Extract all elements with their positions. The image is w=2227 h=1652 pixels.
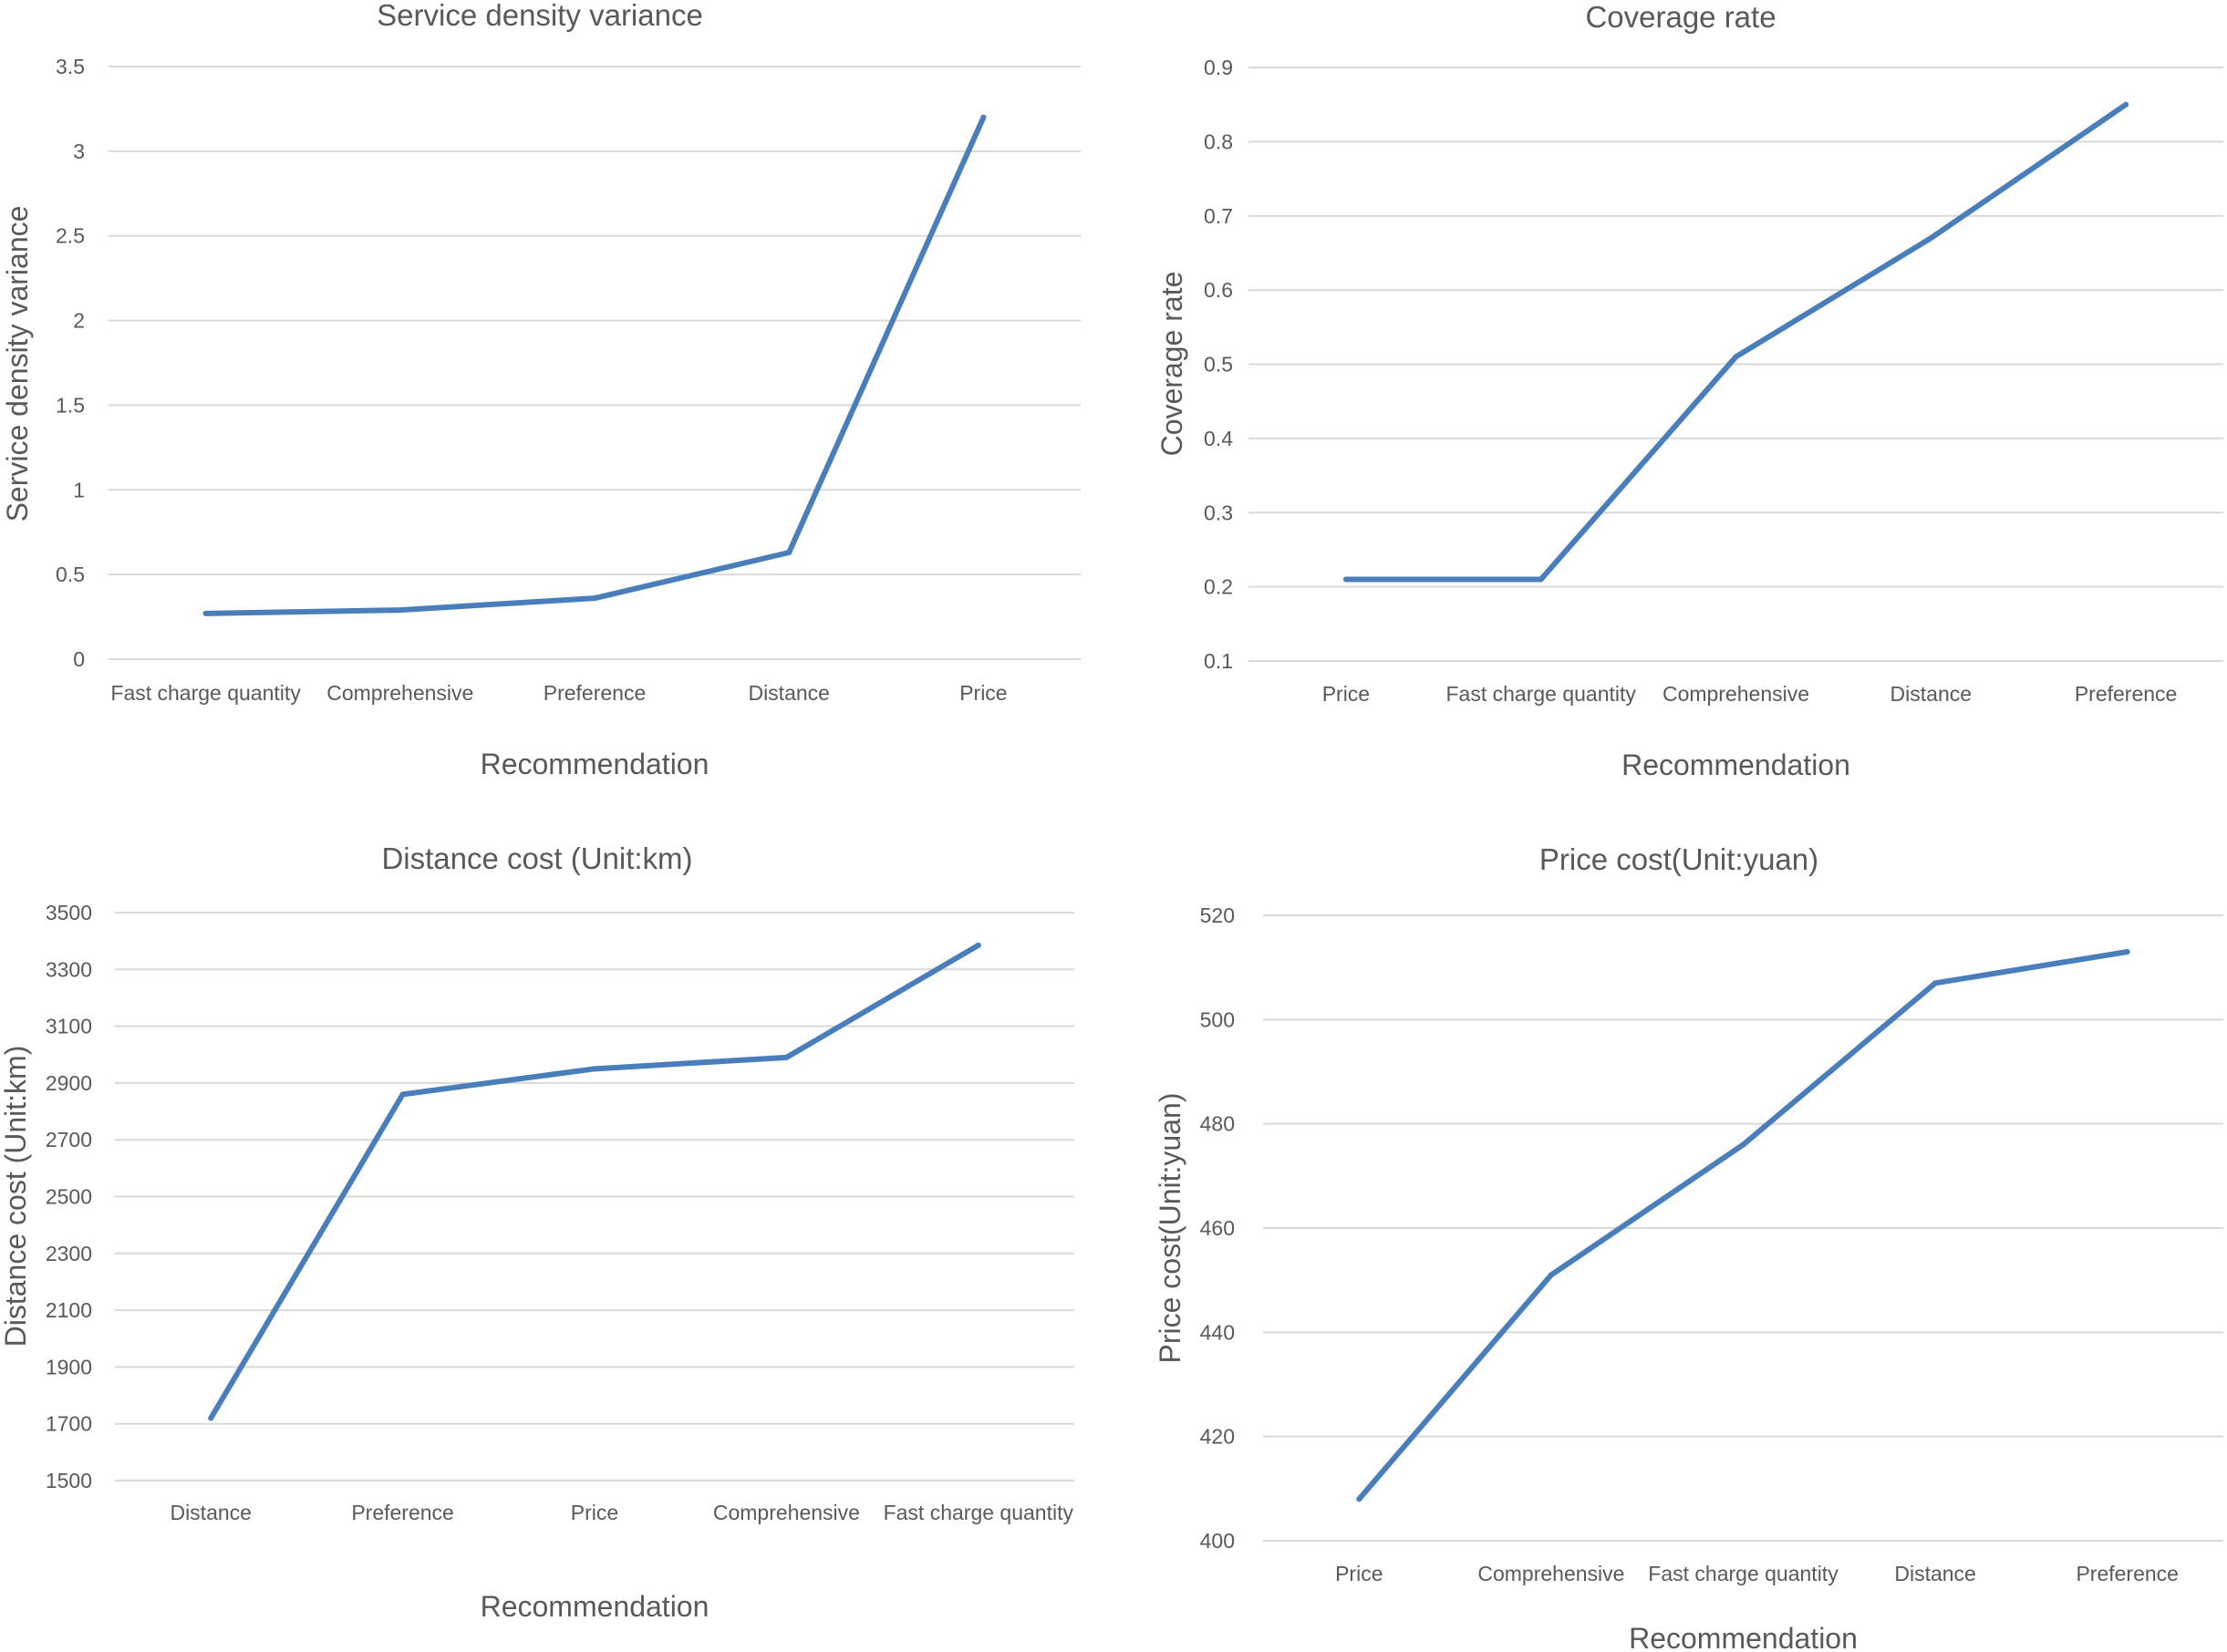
x-category-label: Price [571,1501,618,1524]
y-tick-label: 1900 [46,1355,92,1378]
y-tick-label: 1700 [46,1412,92,1436]
x-category-label: Preference [2076,1562,2179,1585]
x-category-label: Price [1335,1562,1383,1585]
x-category-label: Preference [351,1501,454,1524]
y-tick-label: 2700 [46,1128,92,1151]
data-point [1932,980,1939,986]
y-tick-label: 0.1 [1204,649,1233,673]
data-point [592,595,597,602]
y-tick-label: 3 [73,139,85,163]
x-category-label: Preference [544,681,647,705]
y-tick-label: 2500 [46,1185,92,1209]
y-tick-label: 0.4 [1204,427,1233,450]
y-tick-label: 2900 [46,1071,92,1095]
y-tick-label: 0.8 [1204,129,1233,153]
y-tick-label: 520 [1200,903,1235,927]
x-category-label: Fast charge quantity [110,681,301,705]
y-tick-label: 0.7 [1204,204,1233,228]
y-tick-label: 500 [1200,1007,1235,1031]
y-tick-label: 2.5 [56,224,85,248]
chart-title: Coverage rate [1585,0,1776,34]
data-point [1548,1272,1554,1278]
y-tick-label: 3300 [46,957,92,981]
y-axis-title: Price cost(Unit:yuan) [1154,1093,1186,1364]
y-tick-label: 2300 [46,1242,92,1265]
y-tick-label: 2 [73,309,85,333]
y-tick-label: 3100 [46,1015,92,1038]
y-axis-title: Coverage rate [1155,272,1188,457]
y-tick-label: 0.5 [56,563,85,586]
y-tick-label: 0.9 [1204,56,1233,79]
x-category-label: Fast charge quantity [1648,1562,1839,1585]
data-point [1740,1141,1746,1148]
data-point [1356,1496,1362,1502]
x-axis-title: Recommendation [1629,1622,1858,1652]
series-line [208,942,981,1421]
y-tick-label: 420 [1200,1425,1235,1449]
y-tick-label: 0 [73,647,85,671]
y-tick-label: 1500 [46,1469,92,1492]
data-point [2124,949,2130,955]
data-point [399,1091,406,1098]
y-tick-label: 400 [1200,1529,1235,1553]
x-category-label: Price [959,681,1007,705]
data-point [786,550,792,555]
data-point [202,610,209,616]
data-point [1928,235,1934,242]
y-axis-title: Service density variance [1,206,34,522]
y-tick-label: 0.2 [1204,575,1233,599]
x-category-label: Distance [1890,682,1972,706]
chart-panel-1: Service density variance 0 0.5 1 1.5 2 2.5 3 3.5… [1,0,1081,780]
y-tick-label: 0.6 [1204,278,1233,302]
chart-title: Service density variance [377,0,703,32]
x-category-label: Distance [1894,1562,1975,1585]
chart-title: Price cost(Unit:yuan) [1539,842,1818,876]
data-point [783,1054,790,1060]
series-line [1356,949,2130,1502]
chart-panel-4: Price cost(Unit:yuan) 400 420 440 460 480 500 5… [1154,842,2223,1652]
data-point [1733,354,1739,360]
series-line [1342,101,2129,583]
data-point [2123,101,2129,108]
x-axis-title: Recommendation [1621,749,1850,781]
y-tick-label: 1 [73,478,85,501]
x-axis-title: Recommendation [481,748,710,780]
series-line [202,114,987,616]
data-point [980,114,987,120]
y-tick-label: 460 [1200,1216,1235,1240]
x-category-label: Comprehensive [713,1501,860,1524]
y-tick-label: 480 [1200,1112,1235,1136]
x-category-label: Comprehensive [1662,682,1809,706]
x-category-label: Preference [2075,682,2178,706]
y-tick-label: 440 [1200,1320,1235,1344]
y-tick-label: 2100 [46,1298,92,1322]
data-point [397,607,403,614]
data-point [975,942,981,948]
data-point [592,1066,597,1072]
x-category-label: Fast charge quantity [1445,682,1636,706]
x-category-label: Distance [170,1501,251,1524]
y-tick-label: 0.5 [1204,353,1233,377]
y-axis-title: Distance cost (Unit:km) [0,1046,32,1347]
x-category-label: Comprehensive [326,681,473,705]
y-tick-label: 0.3 [1204,501,1233,524]
x-category-label: Distance [748,681,829,705]
chart-title: Distance cost (Unit:km) [381,841,692,875]
y-tick-label: 1.5 [56,393,85,417]
data-point [1342,576,1349,583]
x-axis-title: Recommendation [481,1590,710,1623]
y-tick-label: 3.5 [56,55,85,78]
chart-panel-2: Coverage rate 0.1 0.2 0.3 0.4 0.5 0.6 0.7 0.8 0.9… [1155,0,2223,781]
x-category-label: Fast charge quantity [884,1501,1074,1524]
data-point [208,1415,214,1421]
x-category-label: Price [1322,682,1370,706]
chart-panel-3: Distance cost (Unit:km) 1500 1700 1900 2100 2… [0,841,1074,1623]
data-point [1538,576,1544,583]
y-tick-label: 3500 [46,901,92,924]
x-category-label: Comprehensive [1477,1562,1624,1585]
